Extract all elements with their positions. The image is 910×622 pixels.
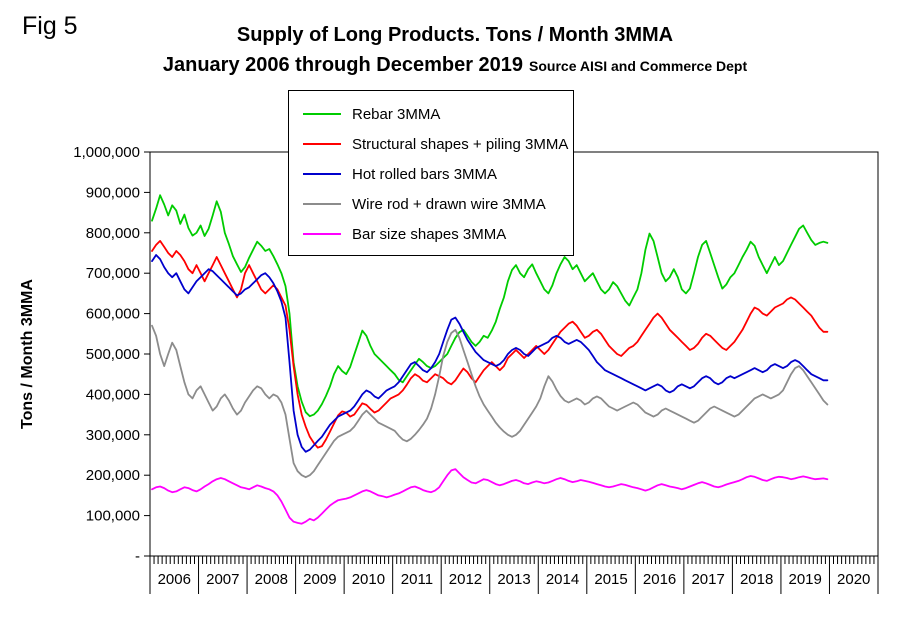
source-note: Source AISI and Commerce Dept (529, 58, 748, 74)
series-line-structural-shapes-piling-3mma (151, 239, 829, 449)
series-line-rebar-3mma (151, 194, 829, 418)
x-year-label: 2007 (206, 571, 239, 588)
series-line-bar-size-shapes-3mma (151, 468, 829, 525)
x-year-label: 2012 (449, 571, 482, 588)
legend-label: Wire rod + drawn wire 3MMA (352, 195, 546, 213)
x-year-label: 2009 (303, 571, 336, 588)
subtitle-date-range: January 2006 through December 2019 (162, 54, 524, 76)
y-tick-label: 400,000 (86, 386, 140, 403)
legend-label: Bar size shapes 3MMA (352, 225, 507, 243)
chart-title: Supply of Long Products. Tons / Month 3M… (236, 24, 674, 46)
legend-label: Hot rolled bars 3MMA (352, 165, 498, 183)
legend-line-sample (303, 203, 341, 205)
y-tick-label: 200,000 (86, 467, 140, 484)
y-tick-label: 300,000 (86, 427, 140, 444)
x-year-label: 2016 (643, 571, 676, 588)
x-year-label: 2006 (158, 571, 191, 588)
x-year-label: 2011 (401, 571, 433, 588)
legend-item: Structural shapes + piling 3MMA (303, 129, 569, 159)
x-year-label: 2008 (255, 571, 288, 588)
chart-subtitle: January 2006 through December 2019 Source… (0, 54, 910, 77)
y-tick-label: 1,000,000 (73, 144, 140, 161)
legend-item: Rebar 3MMA (303, 99, 569, 129)
x-year-label: 2019 (789, 571, 822, 588)
legend-item: Hot rolled bars 3MMA (303, 159, 569, 189)
y-tick-label: - (135, 548, 140, 565)
x-year-label: 2014 (546, 571, 579, 588)
y-tick-label: 900,000 (86, 184, 140, 201)
legend-line-sample (303, 233, 341, 235)
x-year-label: 2018 (740, 571, 773, 588)
legend-line-sample (303, 173, 341, 175)
x-year-label: 2015 (594, 571, 627, 588)
x-year-label: 2010 (352, 571, 385, 588)
legend-line-sample (303, 113, 341, 115)
fig-label: Fig 5 (22, 12, 78, 40)
legend-item: Bar size shapes 3MMA (303, 219, 569, 249)
x-year-label: 2013 (497, 571, 530, 588)
y-tick-label: 600,000 (86, 306, 140, 323)
series-line-wire-rod-drawn-wire-3mma (151, 324, 829, 479)
legend-label: Structural shapes + piling 3MMA (352, 135, 569, 153)
x-year-label: 2017 (691, 571, 724, 588)
y-tick-label: 500,000 (86, 346, 140, 363)
legend-label: Rebar 3MMA (352, 105, 441, 123)
series-line-hot-rolled-bars-3mma (151, 254, 829, 453)
y-tick-label: 100,000 (86, 508, 140, 525)
legend-item: Wire rod + drawn wire 3MMA (303, 189, 569, 219)
y-tick-label: 800,000 (86, 225, 140, 242)
x-year-label: 2020 (837, 571, 870, 588)
legend: Rebar 3MMA Structural shapes + piling 3MM… (288, 90, 574, 256)
y-tick-label: 700,000 (86, 265, 140, 282)
legend-line-sample (303, 143, 341, 145)
